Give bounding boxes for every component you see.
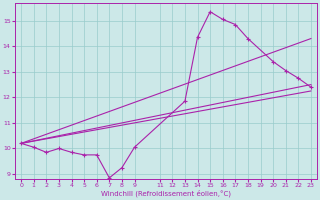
X-axis label: Windchill (Refroidissement éolien,°C): Windchill (Refroidissement éolien,°C) [101,190,231,197]
